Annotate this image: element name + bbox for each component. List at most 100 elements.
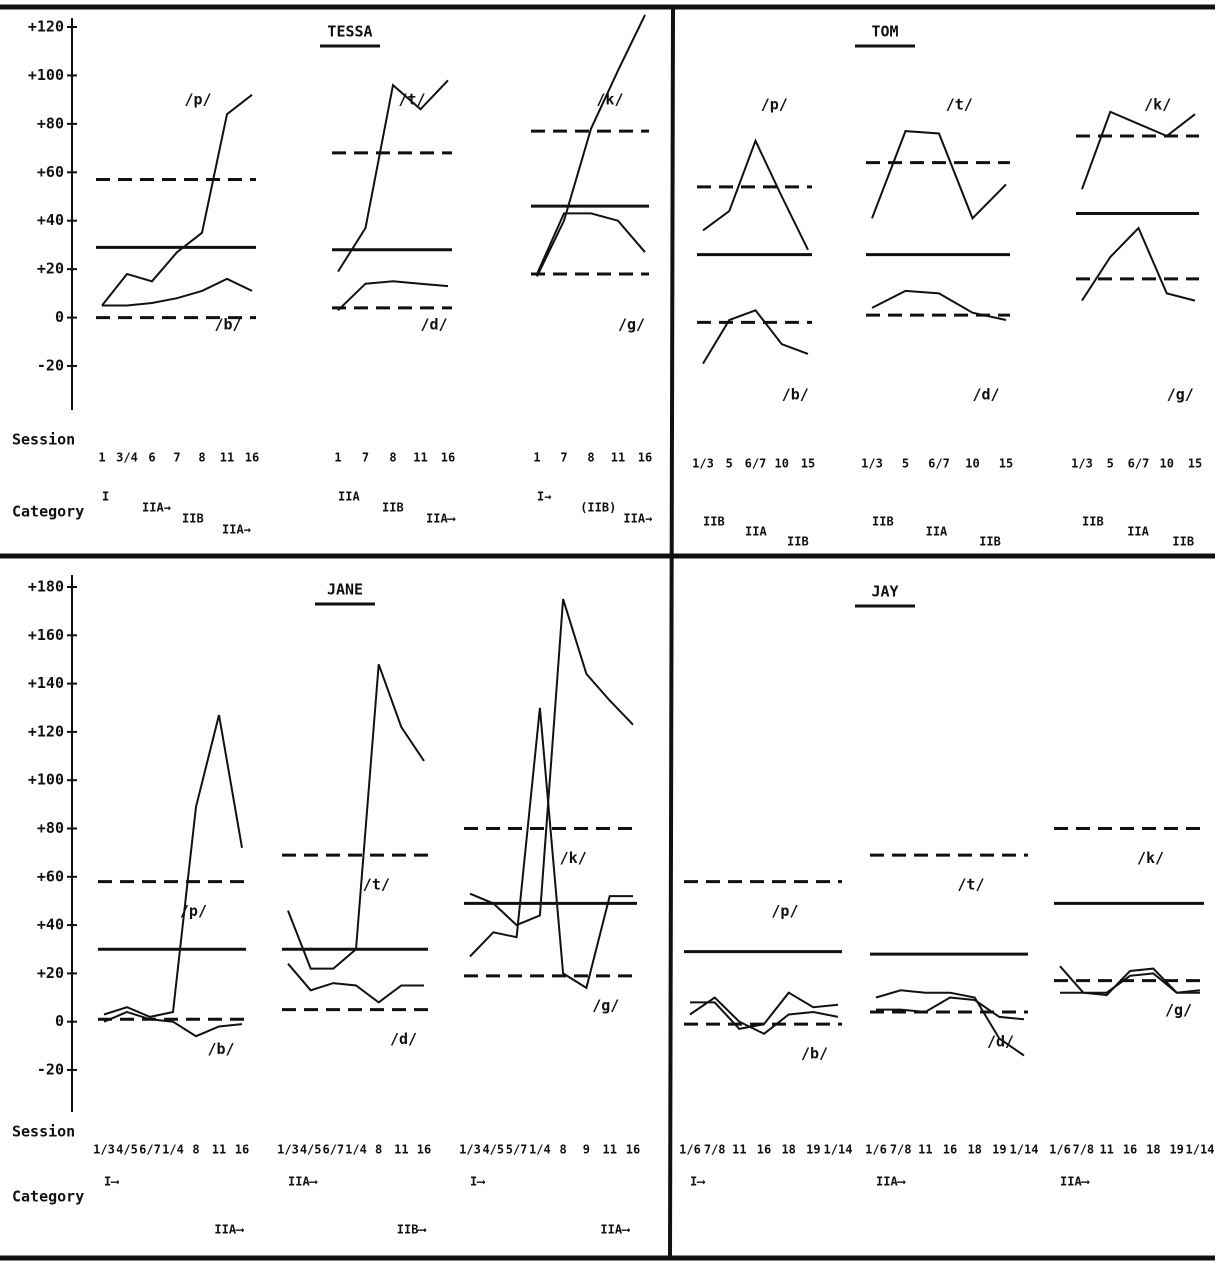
series-label: /p/ [180, 902, 207, 920]
session-number: 16 [235, 1143, 249, 1157]
session-number: 11 [918, 1143, 932, 1157]
session-number: 7 [560, 451, 567, 465]
vot-line [871, 289, 1007, 321]
category-code: IIA⟶ [288, 1175, 318, 1189]
category-code: IIB [382, 501, 404, 515]
session-number: 11 [732, 1143, 746, 1157]
vot-line [536, 14, 646, 277]
session-number: 16 [245, 451, 259, 465]
session-number: 6 [148, 451, 155, 465]
category-code: IIA→ [623, 512, 652, 526]
series-label: /k/ [560, 849, 587, 867]
category-code: IIA→ [222, 523, 251, 537]
category-code: IIA [338, 490, 360, 504]
vot-line [102, 277, 253, 307]
session-label: Session [12, 431, 75, 449]
y-tick-label: +140 [28, 674, 64, 692]
series-label: /d/ [973, 386, 1000, 404]
session-number: 1/14 [1186, 1143, 1215, 1157]
session-number: 11 [394, 1143, 408, 1157]
session-number: 4/5 [116, 1143, 138, 1157]
vot-line [337, 280, 449, 312]
vot-line [101, 94, 253, 307]
session-number: 16 [757, 1143, 771, 1157]
session-number: 7 [173, 451, 180, 465]
category-code: I [102, 490, 109, 504]
category-code: IIA [926, 525, 948, 539]
category-code: IIB⟶ [397, 1223, 427, 1237]
series-label: /k/ [596, 91, 623, 109]
session-number: 10 [965, 457, 979, 471]
y-tick-label: 0 [55, 308, 64, 326]
session-number: 11 [602, 1143, 616, 1157]
session-number: 18 [781, 1143, 795, 1157]
session-number: 8 [192, 1143, 199, 1157]
session-number: 1/6 [865, 1143, 887, 1157]
session-number: 6/7 [928, 457, 950, 471]
frame-divider [668, 6, 675, 1259]
category-code: IIB [872, 515, 894, 529]
category-label: Category [12, 503, 84, 521]
session-number: 16 [417, 1143, 431, 1157]
panel-title: JANE [327, 581, 363, 599]
category-label: Category [12, 1188, 84, 1206]
category-code: IIB [703, 515, 725, 529]
session-number: 8 [560, 1143, 567, 1157]
session-number: 15 [801, 457, 815, 471]
series-label: /d/ [390, 1030, 417, 1048]
vot-line [1081, 226, 1196, 302]
series-label: /t/ [399, 91, 426, 109]
series-label: /k/ [1137, 849, 1164, 867]
y-tick-label: +20 [37, 260, 64, 278]
session-number: 1/3 [277, 1143, 299, 1157]
series-label: /p/ [185, 91, 212, 109]
session-number: 8 [198, 451, 205, 465]
y-tick-label: +120 [28, 722, 64, 740]
panel-title: TESSA [327, 23, 372, 41]
category-code: I⟶ [104, 1175, 119, 1189]
session-number: 1 [533, 451, 540, 465]
vot-line [875, 989, 1025, 1057]
category-code: I⟶ [690, 1175, 705, 1189]
session-number: 16 [638, 451, 652, 465]
y-tick-label: +60 [37, 163, 64, 181]
series-label: /t/ [946, 96, 973, 114]
series-label: /g/ [1165, 1001, 1192, 1019]
session-number: 11 [1099, 1143, 1113, 1157]
category-code: IIB [1082, 515, 1104, 529]
series-label: /p/ [761, 96, 788, 114]
session-number: 5/7 [506, 1143, 528, 1157]
category-code: IIA⟶ [426, 512, 456, 526]
category-code: IIB [787, 535, 809, 549]
session-number: 4/5 [482, 1143, 504, 1157]
y-tick-label: 0 [55, 1012, 64, 1030]
vot-line [337, 79, 449, 273]
session-number: 1/3 [93, 1143, 115, 1157]
category-code: (IIB) [580, 501, 616, 515]
panel-title: JAY [871, 583, 898, 601]
vot-line [469, 598, 634, 927]
vot-line [287, 963, 424, 1004]
session-number: 4/5 [300, 1143, 322, 1157]
session-number: 6/7 [322, 1143, 344, 1157]
y-tick-label: +100 [28, 66, 64, 84]
series-label: /g/ [1167, 386, 1194, 404]
session-number: 1/6 [679, 1143, 701, 1157]
session-number: 18 [1146, 1143, 1160, 1157]
vot-line [702, 138, 809, 251]
vot-line [103, 714, 243, 1018]
session-number: 16 [943, 1143, 957, 1157]
session-number: 11 [212, 1143, 226, 1157]
session-number: 1/4 [345, 1143, 367, 1157]
category-code: IIA→ [142, 501, 171, 515]
vot-line [287, 663, 425, 970]
session-number: 3/4 [116, 451, 138, 465]
session-number: 6/7 [1128, 457, 1150, 471]
series-label: /b/ [782, 386, 809, 404]
category-code: IIA [745, 525, 767, 539]
session-number: 1/3 [1071, 457, 1093, 471]
category-code: IIA⟶ [1060, 1175, 1090, 1189]
session-number: 1 [334, 451, 341, 465]
session-label: Session [12, 1123, 75, 1141]
